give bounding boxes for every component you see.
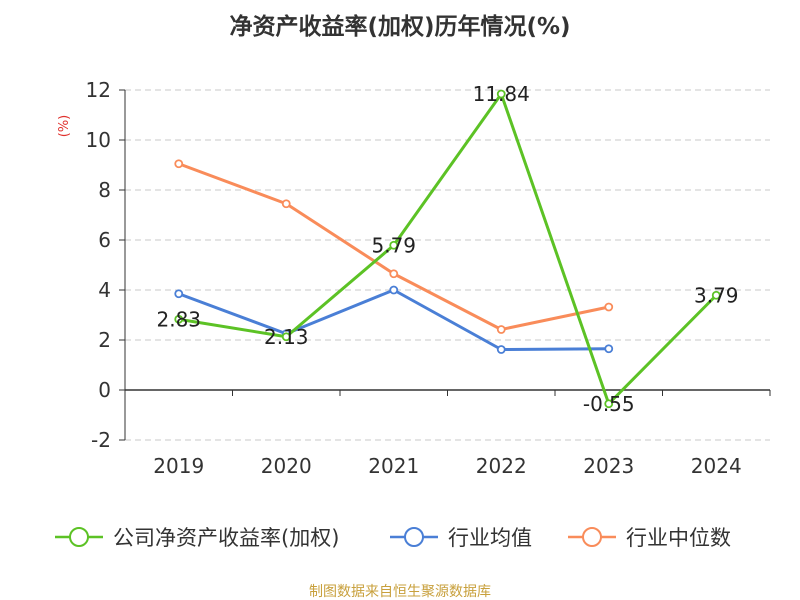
x-tick-label-2020: 2020 (261, 454, 312, 478)
series-0-point-2024[interactable] (711, 290, 721, 300)
x-tick-label-2019: 2019 (153, 454, 204, 478)
y-tick-label: 8 (98, 178, 111, 202)
source-note: 制图数据来自恒生聚源数据库 (309, 584, 491, 600)
legend-marker-1[interactable] (404, 527, 424, 547)
data-label-2022: 11.84 (473, 82, 530, 106)
legend: 公司净资产收益率(加权) 行业均值 行业中位数 (55, 526, 731, 550)
series-2-point-2021[interactable] (389, 269, 399, 279)
data-label-2019: 2.83 (156, 307, 201, 331)
y-tick-label: -2 (91, 428, 111, 452)
y-tick-label: 2 (98, 328, 111, 352)
series-0-point-2020[interactable] (281, 332, 291, 342)
data-label-layer: 2.83 2.13 5.79 11.84 -0.55 3.79 (156, 82, 738, 416)
chart-title: 净资产收益率(加权)历年情况(%) (229, 13, 570, 40)
series-line-0 (178, 92, 718, 406)
legend-label-2[interactable]: 行业中位数 (626, 526, 731, 550)
series-1-point-2023[interactable] (604, 344, 614, 354)
legend-label-0[interactable]: 公司净资产收益率(加权) (113, 526, 339, 550)
y-axis-label: (%) (57, 115, 72, 138)
series-0-point-2022[interactable] (496, 89, 506, 99)
series-0-point-2023[interactable] (604, 399, 614, 409)
y-tick-label: 10 (86, 128, 111, 152)
series-0-point-2019[interactable] (174, 314, 184, 324)
axis-layer: -2 0 2 4 6 8 10 12 2019 2020 2021 2022 2023 2024 (86, 78, 771, 478)
legend-marker-2[interactable] (582, 527, 602, 547)
series-2-point-2022[interactable] (496, 325, 506, 334)
series-1-point-2021[interactable] (389, 285, 399, 295)
series-1-point-2022[interactable] (496, 345, 506, 354)
data-label-2023: -0.55 (583, 392, 635, 416)
y-tick-label: 0 (98, 378, 111, 402)
data-label-2020: 2.13 (264, 325, 309, 349)
series-2-point-2019[interactable] (174, 159, 184, 169)
series-layer (174, 89, 721, 409)
grid-layer (125, 89, 770, 441)
y-tick-label: 4 (98, 278, 111, 302)
legend-label-1[interactable]: 行业均值 (448, 526, 532, 550)
legend-marker-0[interactable] (69, 527, 89, 547)
x-tick-label-2022: 2022 (476, 454, 527, 478)
series-2-point-2023[interactable] (604, 302, 614, 312)
series-1-point-2019[interactable] (174, 289, 184, 299)
series-2-point-2020[interactable] (281, 199, 291, 209)
x-tick-label-2024: 2024 (691, 454, 742, 478)
y-tick-label: 6 (98, 228, 111, 252)
series-0-point-2021[interactable] (389, 240, 399, 250)
x-tick-label-2023: 2023 (583, 454, 634, 478)
y-tick-label: 12 (86, 78, 111, 102)
data-label-2024: 3.79 (694, 283, 739, 307)
data-label-2021: 5.79 (371, 233, 416, 257)
x-tick-label-2021: 2021 (368, 454, 419, 478)
